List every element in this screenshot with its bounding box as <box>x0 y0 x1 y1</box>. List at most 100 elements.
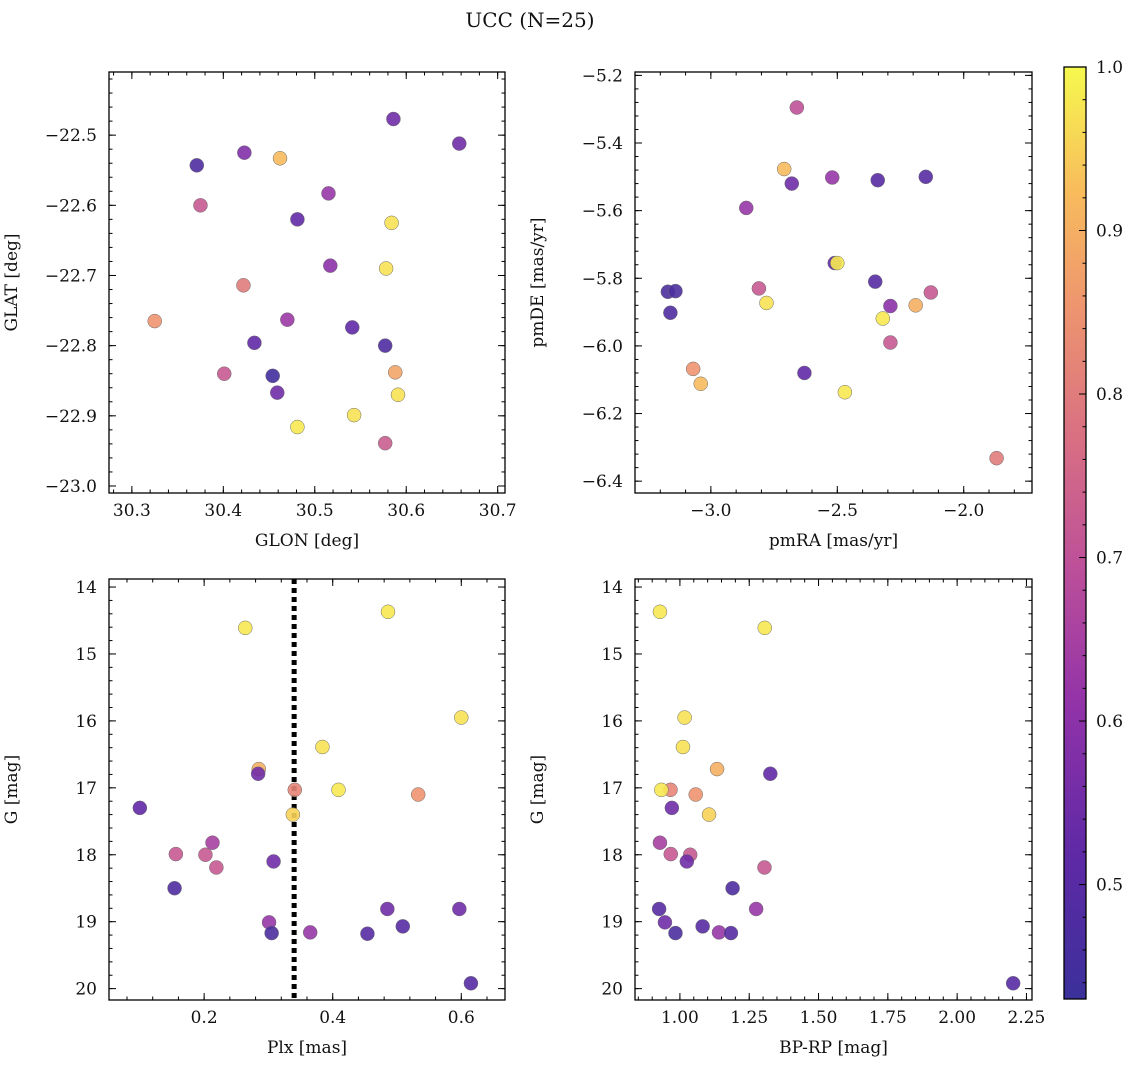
data-point <box>923 285 939 300</box>
data-point <box>757 860 772 875</box>
data-point <box>989 450 1004 466</box>
data-point <box>652 604 668 620</box>
colorbar-tick-label: 0.8 <box>1096 385 1123 405</box>
data-point <box>725 880 740 896</box>
data-point <box>685 361 701 377</box>
data-point <box>205 835 220 850</box>
data-point <box>663 305 678 321</box>
x-axis-label: GLON [deg] <box>255 531 359 551</box>
data-point <box>695 919 710 934</box>
y-tick-label: −5.8 <box>582 269 623 289</box>
data-point <box>675 739 691 755</box>
data-point <box>410 787 426 802</box>
data-point <box>654 782 669 798</box>
x-axis-label: Plx [mas] <box>267 1038 347 1058</box>
x-tick-label: 1.75 <box>869 1008 907 1028</box>
x-tick-label: 1.25 <box>730 1008 768 1028</box>
colorbar-tick-label: 1.0 <box>1096 58 1123 78</box>
y-tick-label: 14 <box>601 578 623 598</box>
scatter-panel-4: 1.00 1.25 1.50 1.75 2.00 2.25 14 15 16 17 18 19 20 BP… <box>528 578 1045 1058</box>
y-tick-label: −5.6 <box>582 202 623 222</box>
data-point <box>247 335 262 351</box>
data-point <box>380 901 395 917</box>
data-point <box>759 295 774 311</box>
data-point <box>751 281 767 296</box>
y-tick-label: 18 <box>75 846 97 866</box>
x-tick-label: 1.00 <box>661 1008 699 1028</box>
y-tick-label: −5.2 <box>582 66 623 86</box>
colorbar-tick-label: 0.6 <box>1096 712 1123 732</box>
data-point <box>657 915 673 930</box>
data-point <box>346 407 362 423</box>
x-tick-label: −2.5 <box>817 501 858 521</box>
data-point <box>709 761 725 777</box>
data-point <box>663 846 679 862</box>
plot-frame <box>634 71 1033 494</box>
data-point <box>384 215 399 231</box>
x-tick-label: 30.6 <box>387 501 425 521</box>
data-point <box>266 854 281 869</box>
y-axis-label: GLAT [deg] <box>2 233 22 331</box>
data-point <box>668 283 683 299</box>
y-tick-label: −22.6 <box>45 196 97 216</box>
x-tick-label: 2.00 <box>938 1008 976 1028</box>
plot-frame <box>108 71 506 494</box>
data-point <box>723 925 739 941</box>
data-point <box>452 136 467 151</box>
data-point <box>168 846 184 862</box>
y-tick-label: 15 <box>601 645 623 665</box>
data-point <box>390 387 406 403</box>
y-tick-label: −22.7 <box>45 266 97 286</box>
x-tick-label: 1.50 <box>800 1008 838 1028</box>
y-tick-label: 20 <box>601 980 623 1000</box>
x-tick-label: 0.6 <box>448 1008 475 1028</box>
x-tick-label: 2.25 <box>1008 1008 1046 1028</box>
data-point <box>250 766 266 782</box>
data-point <box>189 158 205 173</box>
data-point <box>830 255 845 271</box>
data-point <box>321 186 336 201</box>
data-point <box>270 385 285 400</box>
data-point <box>315 739 330 755</box>
x-tick-label: 30.5 <box>296 501 334 521</box>
data-point <box>280 312 295 327</box>
data-point <box>679 854 695 869</box>
colorbar-tick-label: 0.7 <box>1096 549 1123 569</box>
data-point <box>193 198 208 213</box>
data-point <box>739 200 754 216</box>
y-axis-label: pmDE [mas/yr] <box>528 217 548 347</box>
data-point <box>377 338 393 353</box>
y-tick-label: −22.8 <box>45 337 97 357</box>
data-point <box>875 311 891 326</box>
x-axis-label: BP-RP [mag] <box>779 1038 888 1058</box>
y-tick-label: 17 <box>75 779 97 799</box>
plot-frame <box>634 578 1033 1001</box>
y-tick-label: −23.0 <box>45 477 97 497</box>
scatter-panel-2: −3.0 −2.5 −2.0 −6.4 −6.2 −6.0 −5.8 −5.6 −5.4 −5.2… <box>528 66 1033 551</box>
y-tick-label: −6.2 <box>582 405 623 425</box>
colorbar: 0.5 0.6 0.7 0.8 0.9 1.0 <box>1063 58 1123 1000</box>
data-point <box>651 901 667 917</box>
data-point <box>209 860 224 875</box>
data-point <box>763 766 778 782</box>
data-point <box>693 376 708 392</box>
y-tick-label: 17 <box>601 779 623 799</box>
data-point <box>918 169 934 185</box>
y-tick-label: −6.0 <box>582 337 623 357</box>
data-point <box>668 925 683 941</box>
data-point <box>290 212 305 227</box>
y-tick-label: −22.9 <box>45 407 97 427</box>
y-axis-label: G [mag] <box>528 755 548 824</box>
colorbar-tick-label: 0.9 <box>1096 222 1123 242</box>
y-tick-label: 19 <box>601 913 623 933</box>
y-tick-label: 14 <box>75 578 97 598</box>
y-tick-label: 19 <box>75 913 97 933</box>
data-point <box>265 368 280 384</box>
data-point <box>784 176 800 191</box>
data-point <box>395 919 411 934</box>
data-point <box>908 298 923 313</box>
x-tick-label: −2.0 <box>943 501 984 521</box>
data-point <box>377 435 393 451</box>
data-point <box>302 925 318 940</box>
